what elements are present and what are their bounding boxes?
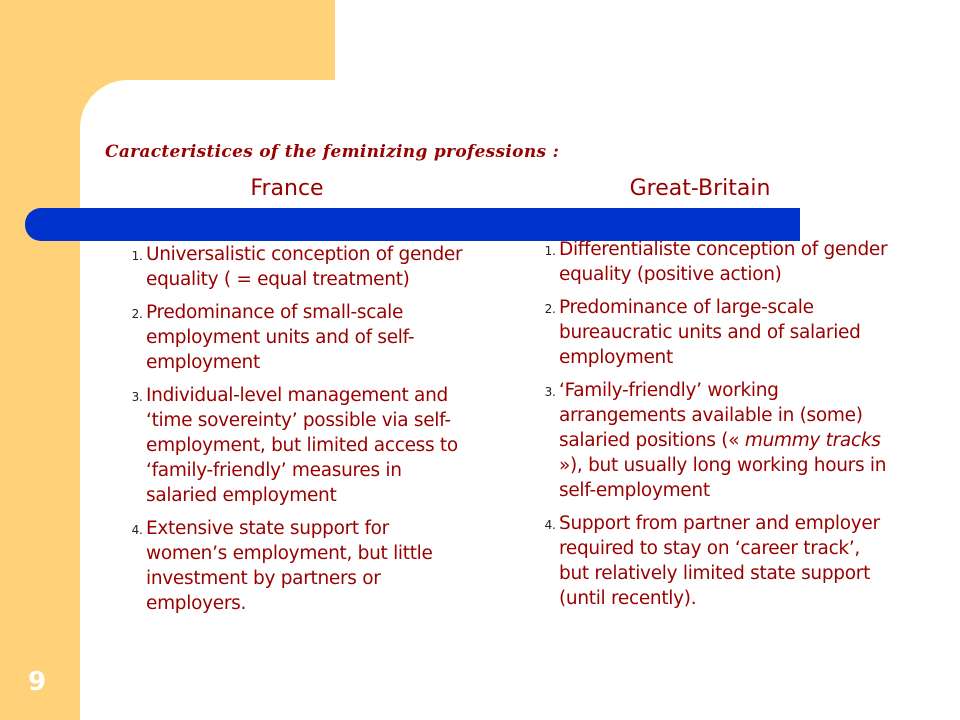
text: mummy tracks bbox=[744, 430, 881, 451]
list: Differentialiste conception of gender eq… bbox=[513, 237, 889, 619]
background bbox=[80, 80, 960, 720]
list: Universalistic conception of gender equa… bbox=[100, 242, 472, 624]
list-item: Extensive state support for women’s empl… bbox=[146, 516, 472, 616]
list-item: Support from partner and employer requir… bbox=[559, 511, 889, 611]
divider-bar bbox=[25, 208, 800, 241]
text: »), but usually long working hours in se… bbox=[559, 455, 887, 501]
text: ‘Family-friendly’ working arrangements a… bbox=[559, 380, 863, 451]
list-item: Predominance of large-scale bureaucratic… bbox=[559, 295, 889, 370]
background bbox=[335, 0, 960, 80]
column-title: Great-Britain bbox=[629, 176, 771, 201]
page-number: 9 bbox=[28, 667, 47, 697]
list-item: Individual-level management and ‘time so… bbox=[146, 383, 472, 508]
list-item: Predominance of small-scale employment u… bbox=[146, 300, 472, 375]
list-item: Differentialiste conception of gender eq… bbox=[559, 237, 889, 287]
column-title: France bbox=[250, 176, 324, 201]
list-item: ‘Family-friendly’ working arrangements a… bbox=[559, 378, 889, 503]
heading: Caracteristices of the feminizing profes… bbox=[105, 142, 560, 162]
list-item: Universalistic conception of gender equa… bbox=[146, 242, 472, 292]
